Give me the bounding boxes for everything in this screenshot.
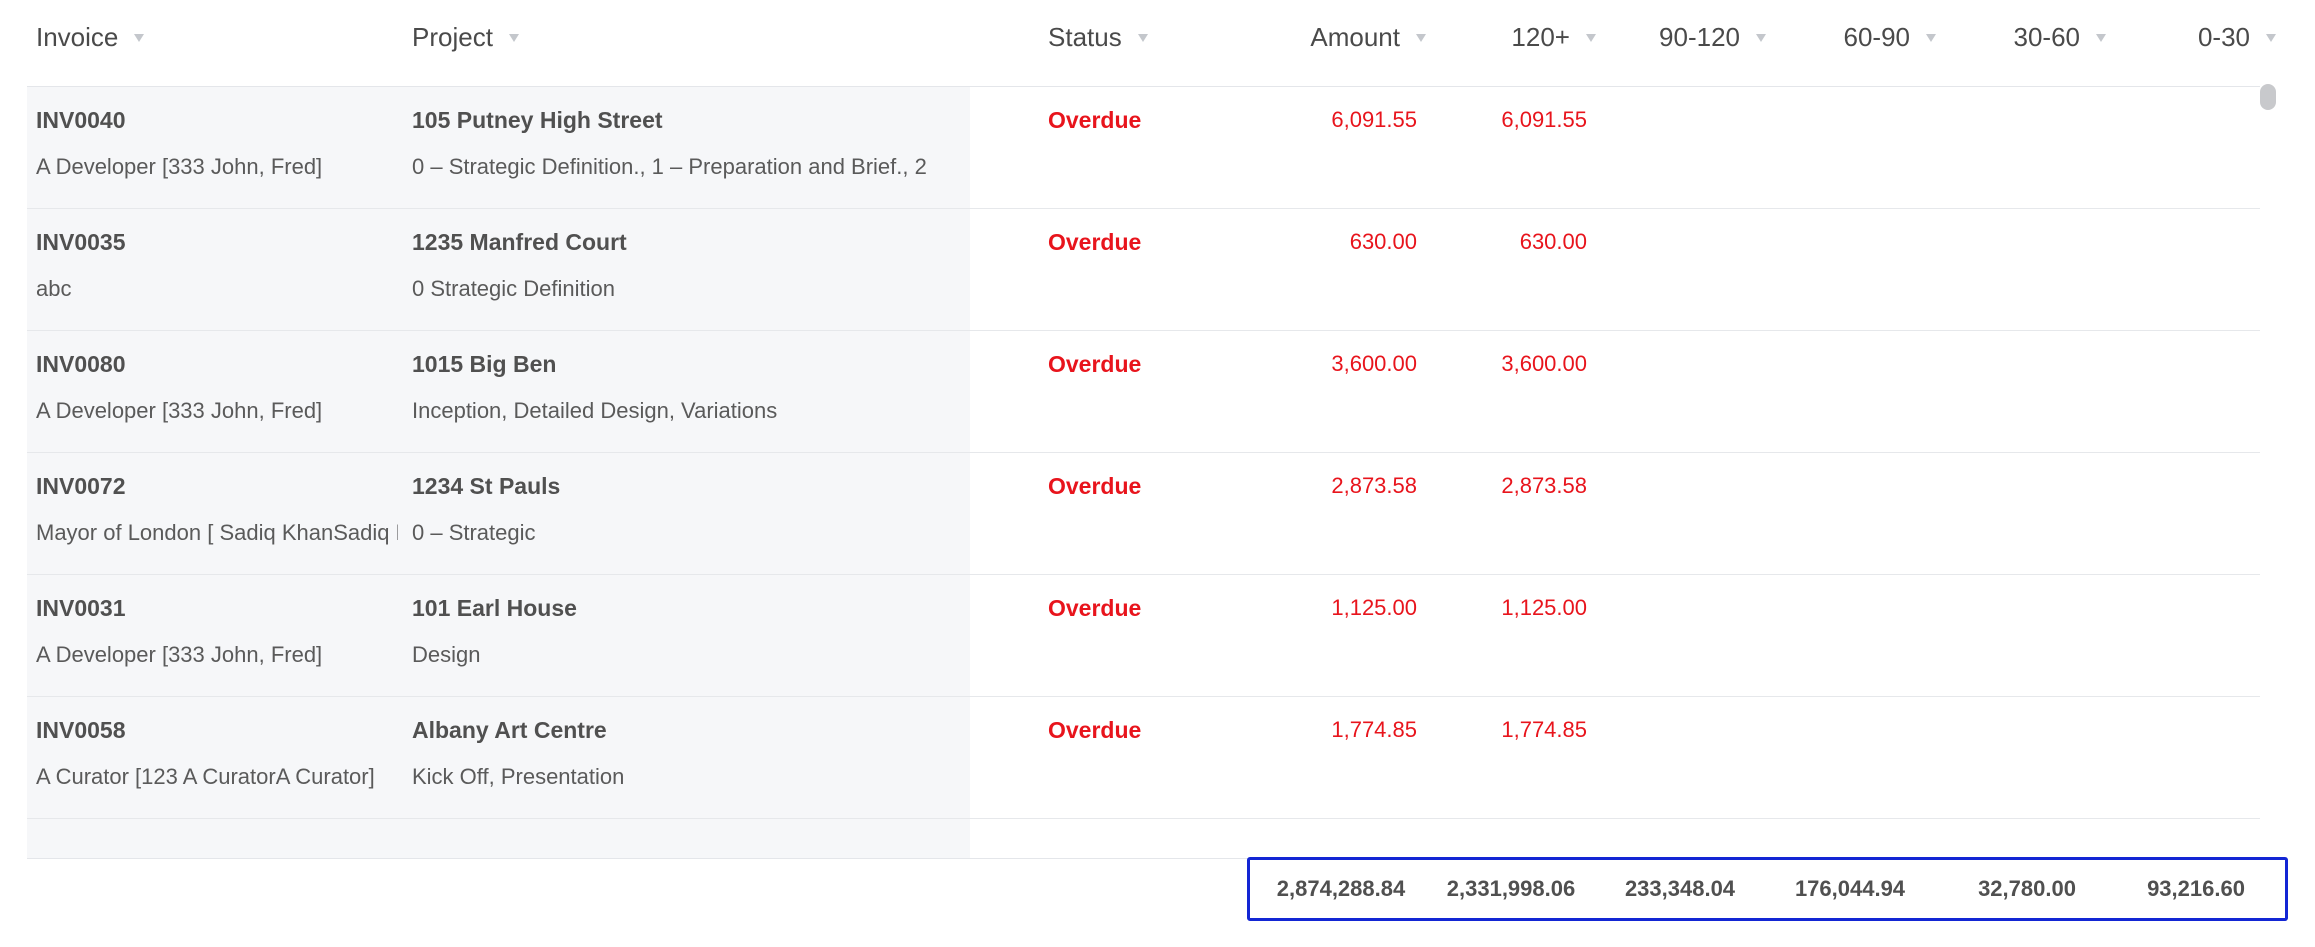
sort-caret-icon[interactable] (1756, 34, 1766, 42)
status-badge: Overdue (1048, 107, 1142, 133)
invoice-client: Mayor of London [ Sadiq KhanSadiq Khan] (36, 520, 398, 545)
amount-value: 2,873.58 (1331, 473, 1417, 498)
column-header-60-90[interactable]: 60-90 (1717, 20, 1936, 54)
project-stages: Inception, Detailed Design, Variations (412, 398, 778, 423)
invoice-number[interactable]: INV0058 (36, 717, 126, 743)
total-60-90: 176,044.94 (1794, 876, 1906, 901)
sort-caret-icon[interactable] (1926, 34, 1936, 42)
amount-value: 3,600.00 (1331, 351, 1417, 376)
bucket-120-plus-value: 3,600.00 (1501, 351, 1587, 376)
project-stages: Design (412, 642, 481, 667)
project-stages: 0 – Strategic Definition., 1 – Preparati… (412, 154, 927, 179)
sort-caret-icon[interactable] (134, 34, 145, 42)
vertical-scrollbar[interactable] (2260, 84, 2276, 110)
sort-caret-icon[interactable] (2266, 34, 2276, 42)
total-30-60: 32,780.00 (1978, 876, 2076, 901)
column-header-project[interactable]: Project (412, 20, 519, 54)
sort-caret-icon[interactable] (1137, 34, 1148, 42)
status-badge: Overdue (1048, 595, 1142, 621)
total-0-30: 93,216.60 (2147, 876, 2245, 901)
column-header-invoice[interactable]: Invoice (36, 20, 145, 54)
table-row[interactable]: INV0035 abc 1235 Manfred Court 0 Strateg… (27, 209, 2260, 331)
invoice-client: A Developer [333 John, Fred] (36, 398, 323, 423)
bucket-120-plus-value: 1,125.00 (1501, 595, 1587, 620)
column-header-0-30[interactable]: 0-30 (2057, 20, 2276, 54)
project-stages: 0 – Strategic (412, 520, 536, 545)
status-badge: Overdue (1048, 229, 1142, 255)
invoice-number[interactable]: INV0035 (36, 229, 126, 255)
project-name[interactable]: 105 Putney High Street (412, 107, 663, 133)
aged-debtors-table: Invoice Project Status Amount 120+ 90-12… (27, 0, 2276, 947)
project-name[interactable]: 101 Earl House (412, 595, 577, 621)
project-name[interactable]: 1235 Manfred Court (412, 229, 627, 255)
project-name[interactable]: 1015 Big Ben (412, 351, 557, 377)
invoice-client: abc (36, 276, 72, 301)
amount-value: 1,125.00 (1331, 595, 1417, 620)
invoice-client: A Developer [333 John, Fred] (36, 154, 323, 179)
project-stages: 0 Strategic Definition (412, 276, 615, 301)
invoice-number[interactable]: INV0080 (36, 351, 126, 377)
amount-value: 1,774.85 (1331, 717, 1417, 742)
table-row[interactable]: INV0072 Mayor of London [ Sadiq KhanSadi… (27, 453, 2260, 575)
amount-value: 6,091.55 (1331, 107, 1417, 132)
bucket-120-plus-value: 2,873.58 (1501, 473, 1587, 498)
invoice-client: A Developer [333 John, Fred] (36, 642, 323, 667)
table-row[interactable]: INV0031 A Developer [333 John, Fred] 101… (27, 575, 2260, 697)
left-columns-background (27, 87, 970, 859)
invoice-number[interactable]: INV0040 (36, 107, 126, 133)
sort-caret-icon[interactable] (508, 34, 519, 42)
column-header-amount[interactable]: Amount (1207, 20, 1426, 54)
total-90-120: 233,348.04 (1624, 876, 1736, 901)
project-name[interactable]: Albany Art Centre (412, 717, 607, 743)
table-row[interactable]: INV0058 A Curator [123 A CuratorA Curato… (27, 697, 2260, 819)
table-header: Invoice Project Status Amount 120+ 90-12… (27, 0, 2276, 87)
totals-row: 2,874,288.84 2,331,998.06 233,348.04 176… (1247, 857, 2288, 921)
invoice-number[interactable]: INV0072 (36, 473, 126, 499)
project-stages: Kick Off, Presentation (412, 764, 625, 789)
bucket-120-plus-value: 630.00 (1519, 229, 1587, 254)
sort-caret-icon[interactable] (1416, 34, 1426, 42)
amount-value: 630.00 (1349, 229, 1417, 254)
invoice-number[interactable]: INV0031 (36, 595, 126, 621)
column-header-120-plus[interactable]: 120+ (1377, 20, 1596, 54)
status-badge: Overdue (1048, 473, 1142, 499)
column-header-90-120[interactable]: 90-120 (1547, 20, 1766, 54)
status-badge: Overdue (1048, 351, 1142, 377)
project-name[interactable]: 1234 St Pauls (412, 473, 561, 499)
totals-divider (27, 858, 2260, 859)
bucket-120-plus-value: 1,774.85 (1501, 717, 1587, 742)
table-row[interactable]: INV0040 A Developer [333 John, Fred] 105… (27, 87, 2260, 209)
sort-caret-icon[interactable] (2096, 34, 2106, 42)
table-row[interactable]: INV0080 A Developer [333 John, Fred] 101… (27, 331, 2260, 453)
sort-caret-icon[interactable] (1586, 34, 1596, 42)
column-header-30-60[interactable]: 30-60 (1887, 20, 2106, 54)
column-header-status[interactable]: Status (1048, 20, 1148, 54)
bucket-120-plus-value: 6,091.55 (1501, 107, 1587, 132)
invoice-client: A Curator [123 A CuratorA Curator] (36, 764, 375, 789)
status-badge: Overdue (1048, 717, 1142, 743)
total-120-plus: 2,331,998.06 (1446, 876, 1576, 901)
total-amount: 2,874,288.84 (1276, 876, 1406, 901)
